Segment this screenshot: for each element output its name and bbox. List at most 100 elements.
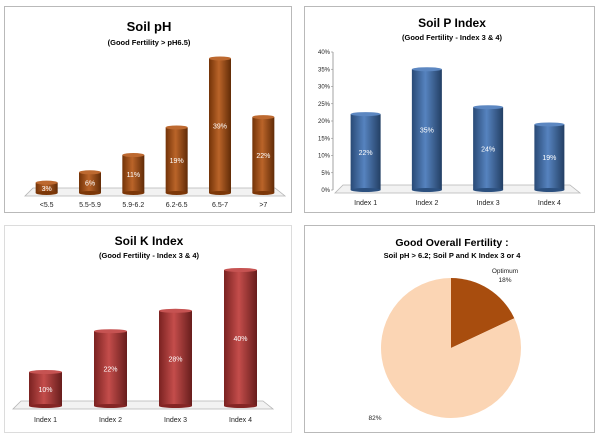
- data-label: 22%: [359, 150, 373, 157]
- slice-label: Optimum: [492, 268, 518, 275]
- bar-top: [165, 125, 188, 130]
- bar-body: [29, 372, 62, 406]
- y-tick-label: 35%: [318, 67, 331, 73]
- y-tick-label: 5%: [321, 171, 330, 177]
- data-label: 6%: [85, 181, 95, 188]
- bar-top: [94, 329, 127, 334]
- chart-title: Good Overall Fertility :: [395, 237, 508, 249]
- bar-top: [224, 268, 257, 272]
- bar-body: [209, 58, 231, 194]
- pie-slice-2: [381, 278, 521, 418]
- soil-k-index-chart: Soil K Index (Good Fertility - Index 3 &…: [12, 234, 275, 424]
- bar-body: [165, 127, 188, 193]
- bar-base: [411, 188, 442, 192]
- x-tick-label: >7: [259, 202, 267, 209]
- bar-top: [209, 56, 231, 61]
- chart-subtitle: Soil pH > 6.2; Soil P and K Index 3 or 4: [384, 251, 522, 260]
- y-tick-label: 10%: [318, 154, 331, 160]
- x-tick-label: Index 2: [415, 200, 438, 207]
- data-label: 28%: [168, 356, 182, 363]
- x-tick-label: 5.9-6.2: [122, 202, 144, 209]
- chart-floor: [334, 184, 582, 194]
- bar-4: 19%: [165, 125, 188, 195]
- overall-fertility-chart-panel: Good Overall Fertility : Soil pH > 6.2; …: [304, 225, 595, 433]
- plot-area: 3% <5.5 6% 5.5-5.9 11% 5.9-6.2 19% 6.2-6.5 39% 6.…: [24, 56, 287, 209]
- bar-base: [252, 191, 275, 195]
- x-tick-label: 6.5-7: [212, 202, 228, 209]
- x-tick-label: Index 1: [34, 417, 57, 424]
- x-tick-label: 5.5-5.9: [79, 202, 101, 209]
- bar-body: [411, 69, 442, 190]
- pie-slice-1: [451, 278, 515, 348]
- bar-top: [159, 308, 192, 313]
- bar-base: [94, 404, 127, 408]
- soil-p-index-chart: Soil P Index (Good Fertility - Index 3 &…: [318, 16, 582, 207]
- bar-5: 39%: [209, 56, 231, 195]
- data-label: 3%: [42, 186, 52, 193]
- data-label: 24%: [481, 147, 495, 154]
- bar-3: 11%: [122, 153, 145, 195]
- bar-top: [534, 122, 565, 127]
- bar-base: [350, 188, 381, 192]
- bar-1: 3%: [35, 180, 58, 195]
- bar-base: [209, 191, 231, 195]
- bar-body: [94, 331, 127, 406]
- plot-area: 10% Index 1 22% Index 2 28% Index 3 40% Index 4: [12, 268, 275, 424]
- soil-p-index-chart-panel: Soil P Index (Good Fertility - Index 3 &…: [304, 6, 595, 213]
- data-label: 22%: [103, 367, 117, 374]
- bar-body: [252, 117, 275, 193]
- bar-top: [350, 112, 381, 117]
- bar-2: 35%: [411, 67, 442, 192]
- chart-subtitle: (Good Fertility > pH6.5): [108, 38, 191, 47]
- chart-title: Soil pH: [127, 19, 172, 34]
- bar-body: [224, 270, 257, 406]
- bar-base: [534, 188, 565, 192]
- soil-ph-chart-panel: Soil pH (Good Fertility > pH6.5) 3% <5.5 6…: [4, 6, 292, 213]
- x-tick-label: Index 4: [229, 417, 252, 424]
- y-tick-label: 30%: [318, 85, 331, 91]
- y-tick-label: 15%: [318, 136, 331, 142]
- data-label: 11%: [127, 172, 141, 179]
- plot-area: 22% Index 1 35% Index 2 24% Index 3 19% Index 4…: [318, 50, 582, 207]
- bar-base: [165, 191, 188, 195]
- bar-top: [411, 67, 442, 72]
- chart-title: Soil P Index: [418, 16, 486, 30]
- slice-value-label: 82%: [368, 415, 381, 422]
- chart-floor: [12, 400, 275, 410]
- bar-top: [79, 170, 101, 175]
- x-tick-label: Index 3: [164, 417, 187, 424]
- bar-body: [79, 172, 101, 193]
- x-tick-label: Index 1: [354, 200, 377, 207]
- data-label: 19%: [170, 158, 184, 165]
- bar-base: [79, 191, 101, 195]
- bar-body: [350, 114, 381, 190]
- y-tick-label: 25%: [318, 102, 331, 108]
- bar-base: [159, 404, 192, 408]
- chart-floor: [24, 187, 287, 197]
- pie-area: Optimum 18% 82%: [368, 268, 521, 422]
- bar-top: [252, 115, 275, 120]
- y-tick-label: 40%: [318, 50, 331, 56]
- data-label: 10%: [38, 387, 52, 394]
- bar-body: [473, 107, 504, 190]
- bar-1: 22%: [350, 112, 381, 192]
- y-tick-label: 20%: [318, 119, 331, 125]
- data-label: 35%: [420, 128, 434, 135]
- x-tick-label: 6.2-6.5: [166, 202, 188, 209]
- data-label: 39%: [213, 124, 227, 131]
- bar-3: 24%: [473, 105, 504, 192]
- x-tick-label: Index 2: [99, 417, 122, 424]
- soil-k-index-chart-panel: Soil K Index (Good Fertility - Index 3 &…: [4, 225, 292, 433]
- bar-base: [122, 191, 145, 195]
- chart-subtitle: (Good Fertility - Index 3 & 4): [99, 251, 200, 260]
- bar-body: [159, 310, 192, 406]
- bar-top: [122, 153, 145, 158]
- bar-base: [473, 188, 504, 192]
- data-label: 22%: [256, 153, 270, 160]
- bar-2: 22%: [94, 329, 127, 408]
- soil-ph-chart: Soil pH (Good Fertility > pH6.5) 3% <5.5 6…: [24, 19, 287, 209]
- bar-base: [224, 404, 257, 408]
- bar-top: [29, 370, 62, 374]
- x-tick-label: Index 3: [477, 200, 500, 207]
- chart-title: Soil K Index: [115, 234, 184, 248]
